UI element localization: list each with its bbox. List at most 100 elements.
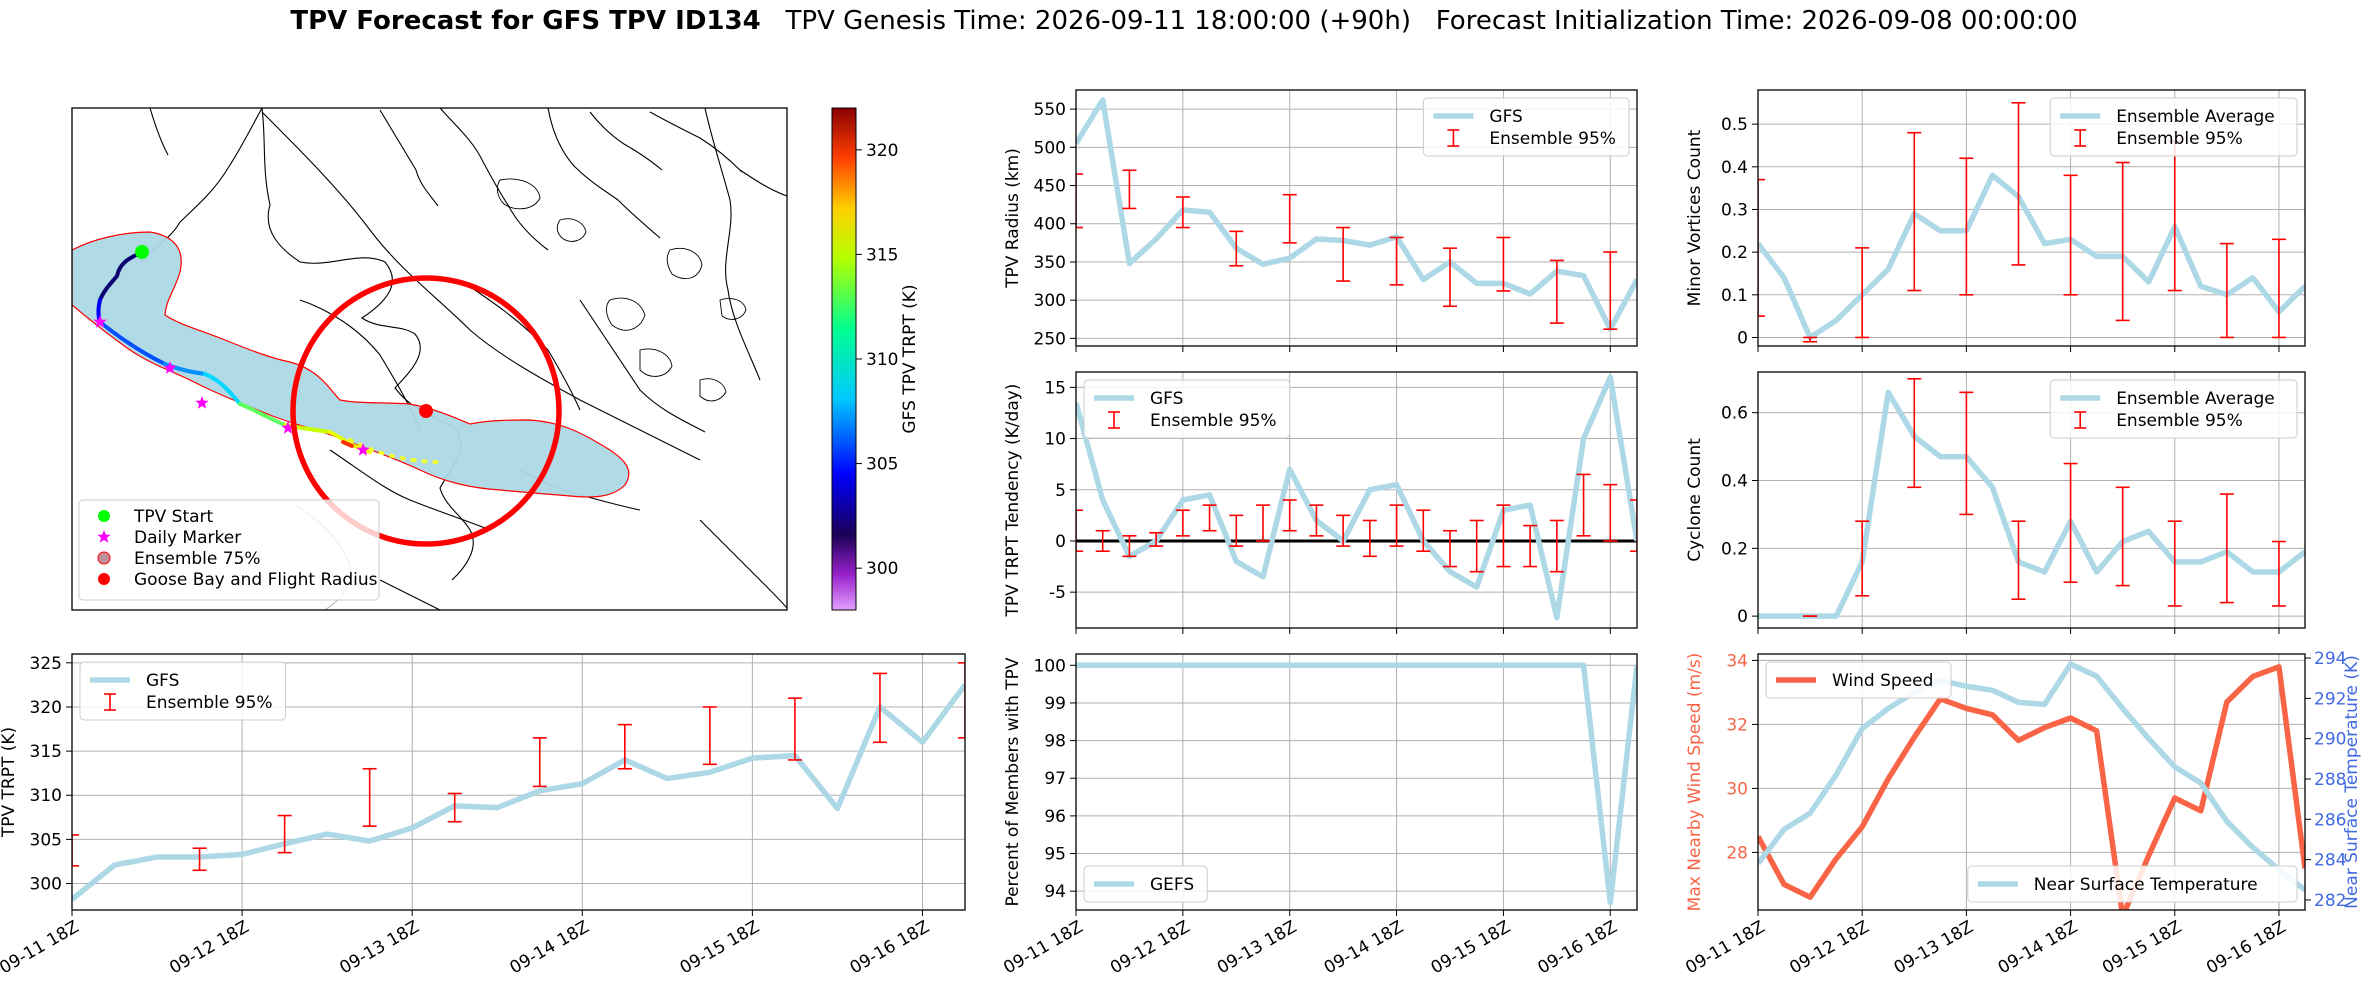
legend-box [1083, 379, 1291, 439]
series-line [1076, 374, 1637, 621]
y2-tick-label: 284 [2314, 851, 2346, 871]
y-axis-label: TPV TRPT Tendency (K/day) [1003, 384, 1023, 618]
y-tick-label: 500 [1034, 138, 1066, 158]
legend-box [1967, 865, 2298, 903]
y2-tick-label: 288 [2314, 770, 2346, 790]
radius-chart: 250 300 350 400 450 500 550 TPV Radius (km) GFSE… [1003, 89, 1638, 352]
x-tick-label: 09-13 18Z [336, 917, 422, 978]
x-tick-label: 09-12 18Z [166, 917, 252, 978]
series-line [1758, 664, 2305, 910]
y-tick-label: 0.2 [1721, 243, 1748, 263]
y-tick-label: 310 [30, 786, 62, 806]
daily-marker [195, 396, 209, 409]
y-tick-label: 98 [1044, 732, 1066, 752]
percent-chart: 94 95 96 97 98 99 100 09-11 18Z 09-12 18Z 09-13 1… [1000, 653, 1638, 978]
x-tick-label: 09-15 18Z [2099, 917, 2185, 978]
y-tick-label: 300 [1034, 291, 1066, 311]
daily-marker [281, 421, 295, 434]
y-tick-label: 34 [1726, 651, 1748, 671]
legend-box [1422, 97, 1630, 157]
axes-frame [71, 653, 966, 911]
y-tick-label: 550 [1034, 100, 1066, 120]
legend-label: GFS [146, 671, 179, 691]
x-tick-label: 09-16 18Z [1534, 917, 1620, 978]
y-tick-label: 0 [1055, 532, 1066, 552]
y-tick-label: 0 [1737, 607, 1748, 627]
y-tick-label: 325 [30, 654, 62, 674]
axes-frame [1075, 653, 1638, 911]
y2-tick-label: 282 [2314, 891, 2346, 911]
colorbar-tick-label: 315 [866, 245, 898, 265]
y2-tick-label: 292 [2314, 689, 2346, 709]
x-tick-label: 09-16 18Z [847, 917, 933, 978]
colorbar-tick-label: 305 [866, 455, 898, 475]
legend-label: Ensemble 95% [1489, 129, 1616, 149]
figure-title: TPV Forecast for GFS TPV ID134 TPV Genes… [0, 6, 2368, 36]
islands [496, 178, 747, 402]
legend-label: GFS [1150, 389, 1183, 409]
legend-label: Ensemble 95% [1150, 411, 1277, 431]
colorbar-tick-label: 300 [866, 559, 898, 579]
trpt-data [72, 662, 965, 902]
legend-box [2049, 379, 2298, 439]
y-axis-label: TPV Radius (km) [1003, 148, 1023, 289]
daily-marker [356, 443, 370, 456]
series-line [1076, 662, 1637, 906]
y-tick-label: 305 [30, 830, 62, 850]
y-tick-label: 28 [1726, 843, 1748, 863]
figure-title-genesis: TPV Genesis Time: 2026-09-11 18:00:00 (+… [785, 6, 1411, 36]
y-tick-label: 350 [1034, 253, 1066, 273]
legend-marker-1 [97, 530, 111, 543]
legend-label: Ensemble Average [2116, 389, 2275, 409]
figure-title-bold: TPV Forecast for GFS TPV ID134 [290, 6, 761, 36]
y-axis-label: Max Nearby Wind Speed (m/s) [1685, 653, 1705, 912]
map-legend-label: TPV Start [133, 507, 214, 527]
series-line [1076, 97, 1637, 332]
y-axis-label: Cyclone Count [1685, 438, 1705, 562]
axes-frame [1757, 653, 2306, 911]
x-tick-label: 09-13 18Z [1891, 917, 1977, 978]
colorbar-tick-label: 310 [866, 350, 898, 370]
tpv-start-marker [135, 245, 149, 259]
legend-label: Ensemble 95% [146, 693, 273, 713]
wind-chart: 28 30 32 34 09-11 18Z 09-12 18Z 09-13 18Z 09-14… [1682, 649, 2362, 978]
y-tick-label: 0.3 [1721, 200, 1748, 220]
axes-frame [1757, 89, 2306, 347]
legend-box [1083, 865, 1208, 903]
y-tick-label: 250 [1034, 329, 1066, 349]
y-tick-label: 97 [1044, 769, 1066, 789]
y-tick-label: 10 [1044, 430, 1066, 450]
y-tick-label: 0.2 [1721, 539, 1748, 559]
x-tick-label: 09-15 18Z [677, 917, 763, 978]
series-line [1758, 389, 2305, 619]
y-tick-label: 320 [30, 698, 62, 718]
x-tick-label: 09-11 18Z [1682, 917, 1768, 978]
legend-box [1765, 661, 1952, 699]
x-tick-label: 09-12 18Z [1107, 917, 1193, 978]
minor-chart: 0 0.1 0.2 0.3 0.4 0.5 Minor Vortices Count Ense… [1685, 89, 2306, 352]
y-tick-label: 15 [1044, 378, 1066, 398]
trpt-chart: 300 305 310 315 320 325 09-11 18Z 09-12 18Z 09-1… [0, 653, 966, 978]
legend-label: Ensemble Average [2116, 107, 2275, 127]
legend-label: Ensemble 95% [2116, 129, 2243, 149]
percent-legend: GEFS [1083, 865, 1208, 903]
colorbar-gradient [831, 107, 857, 611]
daily-markers [93, 315, 370, 456]
y-tick-label: 100 [1034, 656, 1066, 676]
y-tick-label: 0.1 [1721, 286, 1748, 306]
x-tick-label: 09-13 18Z [1214, 917, 1300, 978]
legend-marker-2 [97, 551, 111, 565]
series-line [1758, 172, 2305, 341]
tendency-data [1076, 374, 1637, 621]
flight-radius-circle [290, 275, 562, 547]
y2-tick-label: 286 [2314, 810, 2346, 830]
y-tick-label: 5 [1055, 481, 1066, 501]
y-tick-label: -5 [1049, 583, 1066, 603]
line-charts: 300 305 310 315 320 325 09-11 18Z 09-12 18Z 09-1… [0, 89, 2362, 978]
